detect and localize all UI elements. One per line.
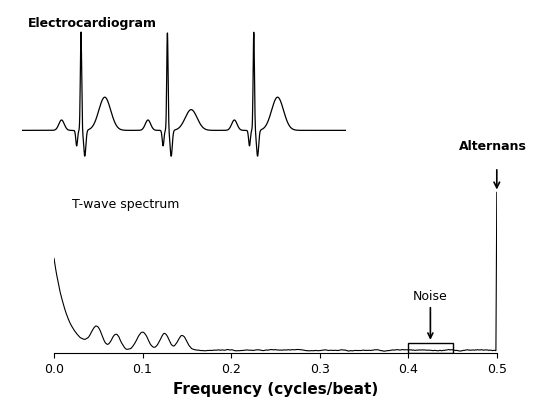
X-axis label: Frequency (cycles/beat): Frequency (cycles/beat) [173, 381, 378, 396]
Text: Noise: Noise [413, 290, 448, 338]
Text: Electrocardiogram: Electrocardiogram [28, 17, 157, 30]
Text: T-wave spectrum: T-wave spectrum [72, 198, 179, 211]
Bar [408, 343, 453, 353]
Text: Alternans: Alternans [458, 140, 526, 152]
